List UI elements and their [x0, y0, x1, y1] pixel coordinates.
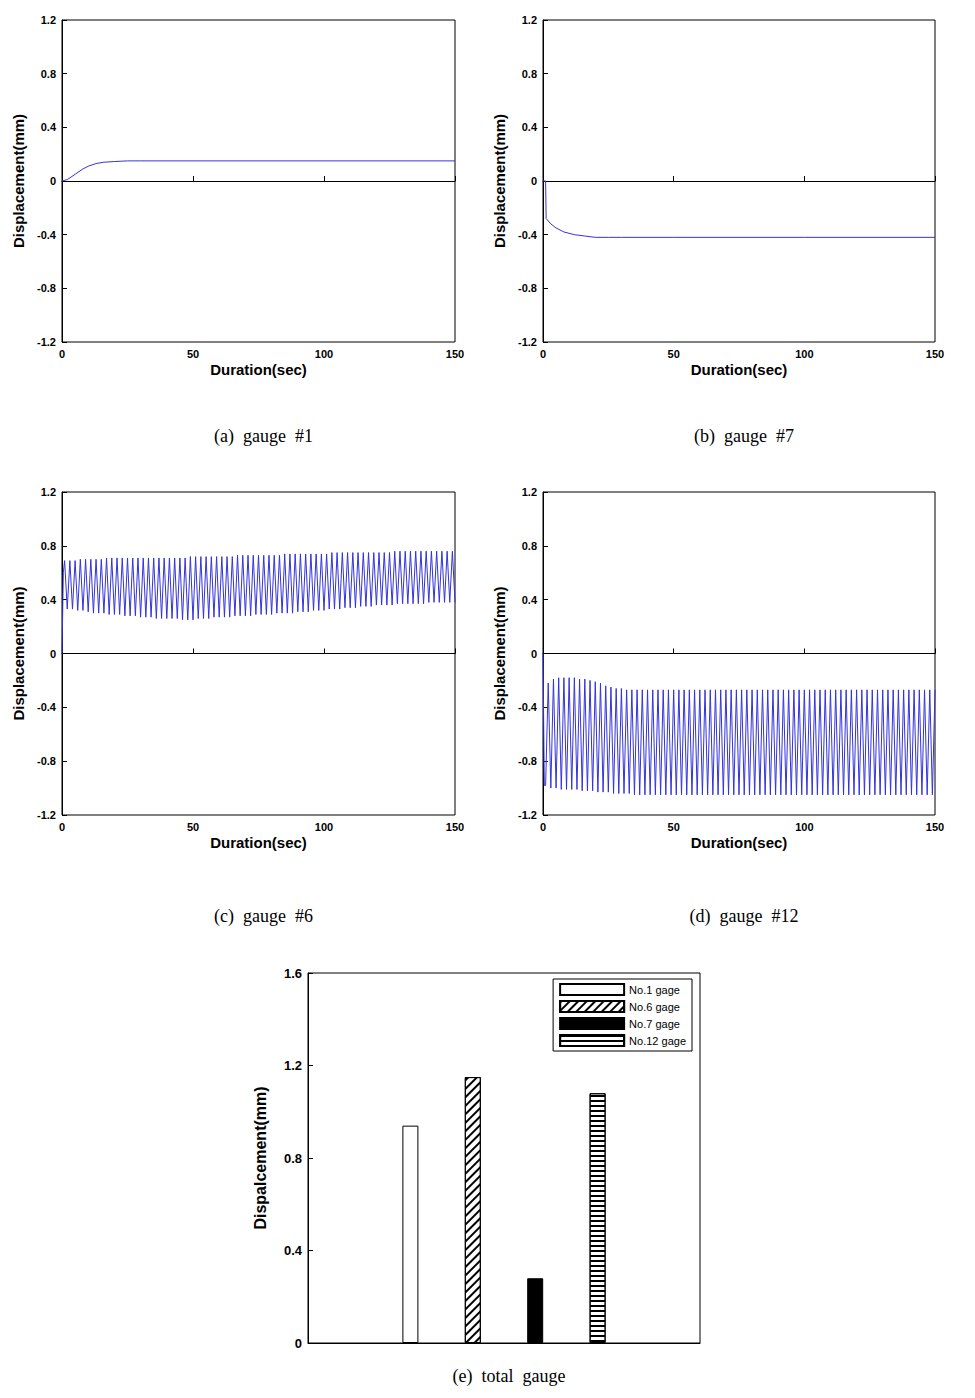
svg-text:No.1 gage: No.1 gage: [629, 984, 680, 996]
svg-text:1.2: 1.2: [41, 14, 56, 26]
svg-text:0: 0: [540, 348, 546, 360]
svg-text:No.12 gage: No.12 gage: [629, 1035, 686, 1047]
svg-text:0: 0: [295, 1336, 302, 1351]
svg-text:Displacement(mm): Displacement(mm): [10, 586, 27, 720]
svg-text:-0.4: -0.4: [37, 229, 57, 241]
svg-text:Displacement(mm): Displacement(mm): [10, 114, 27, 248]
svg-text:50: 50: [668, 348, 680, 360]
svg-text:(b) gauge #7: (b) gauge #7: [694, 426, 794, 447]
svg-text:50: 50: [187, 821, 199, 833]
svg-text:Dispalcement(mm): Dispalcement(mm): [252, 1086, 269, 1229]
svg-text:-0.8: -0.8: [518, 282, 537, 294]
svg-text:0.8: 0.8: [522, 68, 537, 80]
svg-text:Duration(sec): Duration(sec): [210, 361, 307, 378]
svg-text:-0.4: -0.4: [37, 701, 57, 713]
svg-text:0.4: 0.4: [41, 121, 57, 133]
svg-text:0: 0: [531, 175, 537, 187]
svg-text:50: 50: [187, 348, 199, 360]
svg-text:Displacement(mm): Displacement(mm): [491, 114, 508, 248]
svg-text:0: 0: [531, 648, 537, 660]
svg-text:0: 0: [50, 175, 56, 187]
svg-text:-1.2: -1.2: [518, 336, 537, 348]
svg-text:0: 0: [59, 348, 65, 360]
svg-text:-0.8: -0.8: [37, 282, 56, 294]
svg-text:0.8: 0.8: [284, 1151, 302, 1166]
svg-text:Duration(sec): Duration(sec): [210, 834, 307, 851]
svg-text:-0.8: -0.8: [518, 755, 537, 767]
svg-text:(d) gauge #12: (d) gauge #12: [690, 906, 799, 927]
svg-text:0: 0: [540, 821, 546, 833]
svg-text:100: 100: [795, 821, 813, 833]
svg-text:0: 0: [50, 648, 56, 660]
svg-text:100: 100: [795, 348, 813, 360]
svg-text:0.8: 0.8: [522, 540, 537, 552]
svg-text:0.4: 0.4: [41, 594, 57, 606]
svg-text:Duration(sec): Duration(sec): [691, 834, 788, 851]
svg-text:-1.2: -1.2: [37, 336, 56, 348]
svg-text:50: 50: [668, 821, 680, 833]
svg-text:150: 150: [446, 348, 464, 360]
svg-text:(e) total gauge: (e) total gauge: [453, 1366, 566, 1387]
svg-text:-0.4: -0.4: [518, 701, 538, 713]
svg-text:-0.4: -0.4: [518, 229, 538, 241]
svg-text:1.6: 1.6: [284, 966, 302, 981]
svg-text:150: 150: [926, 821, 944, 833]
svg-text:-1.2: -1.2: [37, 809, 56, 821]
svg-text:0.4: 0.4: [284, 1243, 303, 1258]
svg-text:1.2: 1.2: [522, 14, 537, 26]
svg-text:0: 0: [59, 821, 65, 833]
svg-text:1.2: 1.2: [522, 486, 537, 498]
svg-text:100: 100: [315, 348, 333, 360]
svg-text:Displacement(mm): Displacement(mm): [491, 586, 508, 720]
svg-text:0.4: 0.4: [522, 594, 538, 606]
svg-text:1.2: 1.2: [284, 1058, 302, 1073]
svg-text:No.7 gage: No.7 gage: [629, 1018, 680, 1030]
svg-text:0.8: 0.8: [41, 68, 56, 80]
svg-text:Duration(sec): Duration(sec): [691, 361, 788, 378]
svg-text:150: 150: [446, 821, 464, 833]
svg-text:-0.8: -0.8: [37, 755, 56, 767]
svg-text:1.2: 1.2: [41, 486, 56, 498]
svg-text:150: 150: [926, 348, 944, 360]
svg-text:-1.2: -1.2: [518, 809, 537, 821]
svg-text:0.4: 0.4: [522, 121, 538, 133]
svg-text:No.6 gage: No.6 gage: [629, 1001, 680, 1013]
svg-text:(c) gauge #6: (c) gauge #6: [214, 906, 313, 927]
svg-text:100: 100: [315, 821, 333, 833]
svg-text:0.8: 0.8: [41, 540, 56, 552]
svg-text:(a) gauge #1: (a) gauge #1: [214, 426, 313, 447]
